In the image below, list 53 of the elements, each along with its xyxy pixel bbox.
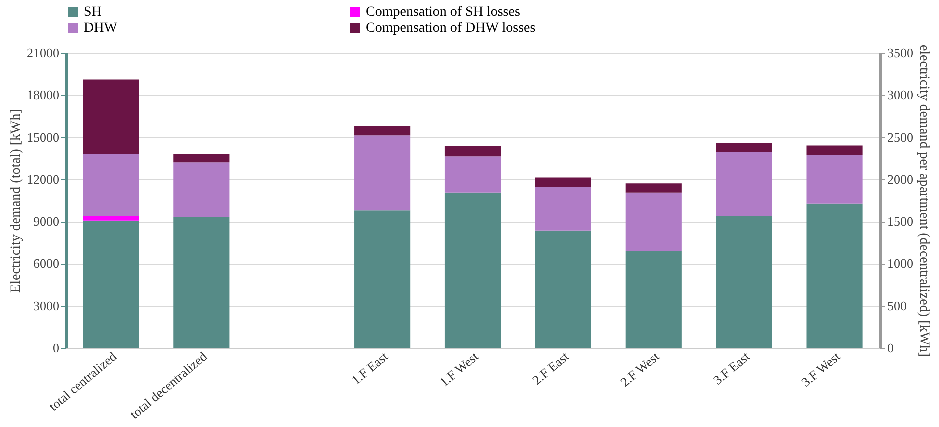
y2-tick-label: 0 (888, 340, 894, 356)
y2-tick-label: 1500 (888, 214, 914, 230)
legend-label: SH (84, 5, 102, 20)
bar (535, 230, 592, 348)
y-tick-label: 18000 (27, 88, 60, 103)
x-tick-label: 3.F West (798, 348, 844, 390)
legend-label: Compensation of DHW losses (366, 21, 536, 36)
bar (806, 146, 863, 155)
bar (354, 136, 411, 211)
y-tick-label: 6000 (34, 256, 60, 272)
bar (535, 178, 592, 188)
bar (535, 187, 592, 231)
bar (83, 80, 140, 154)
bar (83, 154, 140, 216)
bar (354, 126, 411, 136)
y-tick-label: 15000 (27, 130, 60, 145)
bar (174, 154, 230, 163)
bar (626, 251, 682, 348)
y-tick-label: 21000 (27, 46, 60, 60)
y-tick-label: 3000 (34, 298, 60, 314)
x-tick-label: 1.F West (436, 348, 482, 390)
y2-tick-label: 3000 (888, 88, 914, 103)
legend-label: DHW (84, 21, 118, 36)
y-tick-label: 0 (53, 340, 60, 356)
bar (354, 210, 411, 348)
y-tick-label: 9000 (34, 214, 60, 230)
bar (83, 220, 140, 348)
y2-tick-label: 1000 (888, 256, 914, 272)
bar (174, 162, 230, 218)
bar (806, 154, 863, 204)
bar (626, 192, 682, 252)
y-tick-label: 12000 (27, 172, 60, 187)
y2-tick-label: 500 (888, 298, 907, 314)
bar (444, 146, 502, 157)
bar (444, 192, 502, 348)
x-tick-label: 2.F East (530, 348, 572, 388)
x-tick-label: 2.F West (618, 348, 663, 390)
bar (716, 152, 772, 217)
y2-axis-title: electricity demand per apartment (decentralized) [kWh] (916, 44, 932, 358)
bar (83, 216, 140, 221)
bar (806, 204, 863, 348)
y2-tick-label: 3500 (888, 46, 914, 60)
bar (174, 217, 230, 348)
y2-tick-label: 2000 (888, 172, 914, 187)
bar (626, 184, 682, 193)
bar (716, 216, 772, 348)
bar (716, 143, 772, 152)
x-tick-label: 1.F East (348, 348, 392, 388)
x-tick-label: 3.F East (710, 348, 753, 388)
bar (444, 156, 502, 193)
legend-label: Compensation of SH losses (366, 5, 520, 20)
y2-tick-label: 2500 (888, 130, 914, 145)
y-axis-title: Electricity demand (total) [kWh] (9, 109, 24, 293)
